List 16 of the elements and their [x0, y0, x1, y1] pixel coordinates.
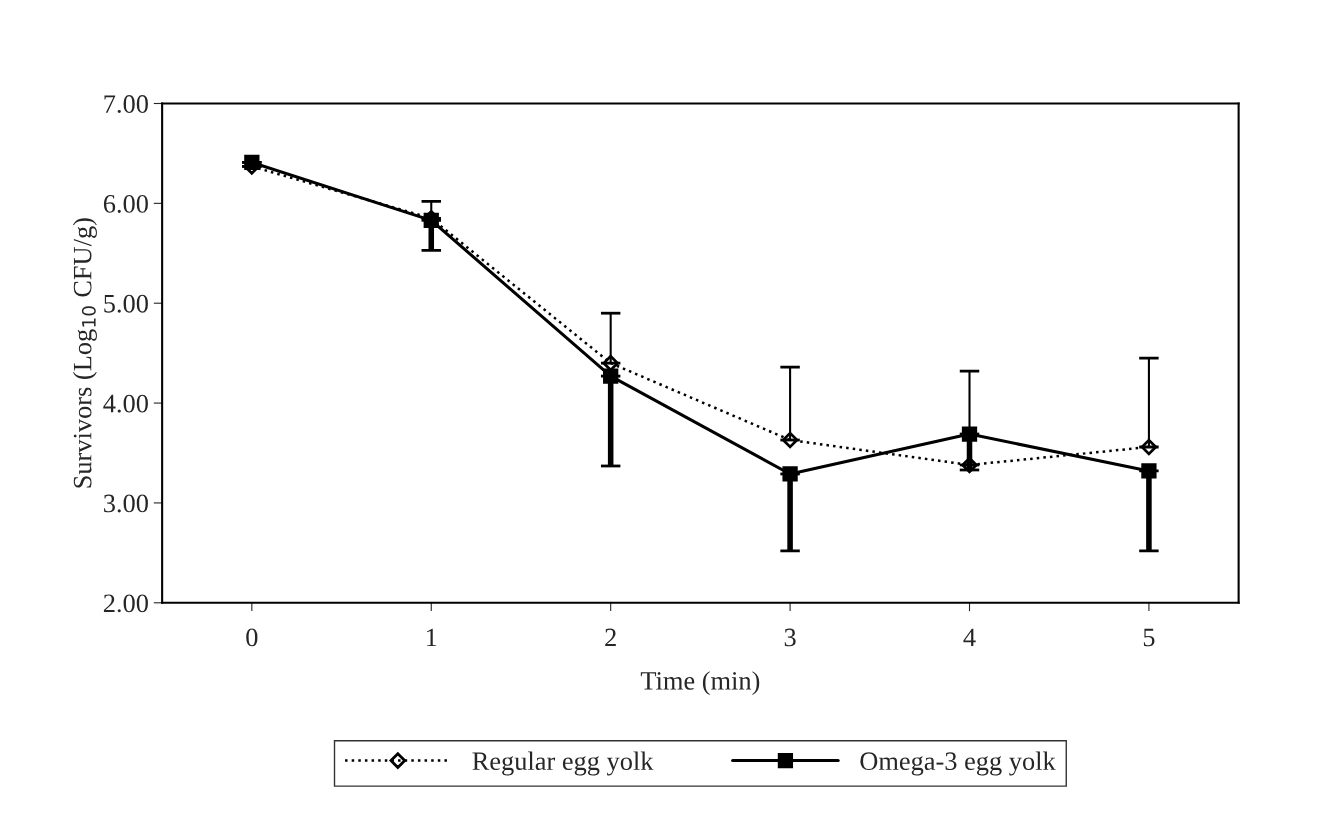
x-tick-label: 4: [963, 628, 976, 647]
legend-label: Regular egg yolk: [472, 751, 654, 776]
y-axis-title: Survivors (Log$_{10}$ CFU/g): [72, 218, 97, 488]
y-tick-label: 6.00: [103, 194, 148, 213]
x-tick-label: 3: [784, 628, 796, 647]
y-tick-label: 4.00: [103, 394, 148, 413]
y-tick-label: 5.00: [104, 294, 148, 313]
y-tick-label: 2.00: [103, 594, 148, 613]
x-tick-label: 1: [426, 628, 437, 647]
y-tick-label: 3.00: [104, 494, 148, 513]
legend-label: Omega-3 egg yolk: [860, 751, 1056, 776]
x-tick-label: 5: [1143, 628, 1155, 647]
y-tick-label: 7.00: [104, 95, 148, 114]
x-axis-title: Time (min): [640, 671, 760, 696]
x-tick-label: 2: [605, 628, 616, 647]
x-tick-label: 0: [246, 628, 258, 647]
